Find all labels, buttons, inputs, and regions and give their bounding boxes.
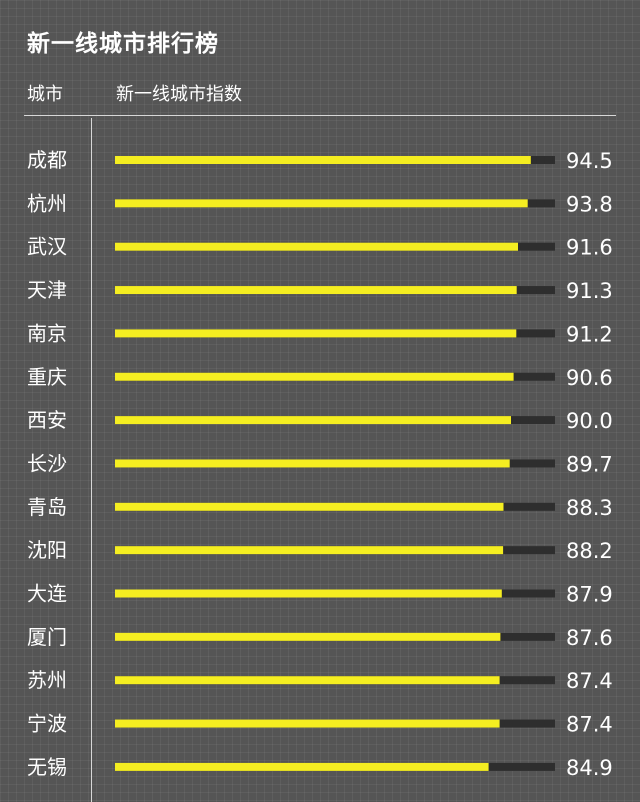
bar-row: 宁波 87.4 (27, 712, 613, 737)
value-label: 88.3 (566, 496, 613, 520)
bar (115, 762, 489, 771)
city-label: 西安 (27, 408, 67, 432)
value-label: 84.9 (566, 756, 613, 780)
city-label: 天津 (27, 278, 67, 302)
bar (115, 632, 501, 641)
value-label: 89.7 (566, 452, 613, 476)
column-header-city: 城市 (27, 84, 63, 105)
bar (115, 719, 500, 728)
value-label: 87.6 (566, 626, 613, 650)
bar-row: 厦门 87.6 (27, 625, 613, 650)
bar-row: 南京 91.2 (27, 321, 613, 346)
value-label: 87.4 (566, 713, 613, 737)
bar-row: 武汉 91.6 (27, 235, 613, 260)
value-label: 91.2 (566, 322, 613, 346)
city-label: 沈阳 (27, 538, 67, 562)
value-label: 94.5 (566, 149, 613, 173)
bar (115, 589, 502, 598)
chart-title: 新一线城市排行榜 (27, 31, 219, 57)
value-label: 91.3 (566, 279, 613, 303)
bar (115, 416, 511, 425)
bar (115, 199, 528, 208)
bar (115, 329, 517, 338)
bar-row: 无锡 84.9 (27, 755, 613, 780)
value-label: 93.8 (566, 192, 613, 216)
city-label: 宁波 (27, 712, 67, 736)
bar (115, 459, 510, 468)
header-divider (24, 115, 616, 116)
bar-row: 青岛 88.3 (27, 495, 613, 520)
city-label: 成都 (27, 148, 67, 172)
value-label: 90.6 (566, 366, 613, 390)
city-label: 重庆 (27, 365, 67, 389)
bar-row: 成都 94.5 (27, 148, 613, 173)
city-label: 长沙 (27, 451, 67, 475)
city-label: 无锡 (27, 755, 67, 779)
bar-row: 大连 87.9 (27, 582, 613, 607)
city-label: 大连 (27, 582, 67, 606)
bar (115, 156, 531, 164)
city-label: 杭州 (27, 191, 67, 215)
bar (115, 502, 504, 511)
bar-row: 沈阳 88.2 (27, 538, 613, 563)
value-label: 87.9 (566, 583, 613, 607)
bar (115, 242, 518, 251)
value-label: 90.0 (566, 409, 613, 433)
city-label: 厦门 (27, 625, 67, 649)
bar-row: 西安 90.0 (27, 408, 613, 433)
bar-row: 苏州 87.4 (27, 668, 613, 693)
bar-row: 杭州 93.8 (27, 191, 613, 216)
bar-row: 天津 91.3 (27, 278, 613, 303)
bar (115, 286, 517, 295)
bar-row: 重庆 90.6 (27, 365, 613, 390)
city-label: 苏州 (27, 668, 67, 692)
city-label: 武汉 (27, 235, 67, 259)
category-axis-line (91, 118, 92, 802)
column-header-index: 新一线城市指数 (116, 84, 242, 105)
bar (115, 372, 514, 381)
city-label: 南京 (27, 321, 67, 345)
value-label: 88.2 (566, 539, 613, 563)
value-label: 91.6 (566, 236, 613, 260)
bar (115, 676, 500, 685)
bar (115, 546, 504, 555)
city-label: 青岛 (27, 495, 67, 519)
bar-row: 长沙 89.7 (27, 451, 613, 476)
value-label: 87.4 (566, 669, 613, 693)
